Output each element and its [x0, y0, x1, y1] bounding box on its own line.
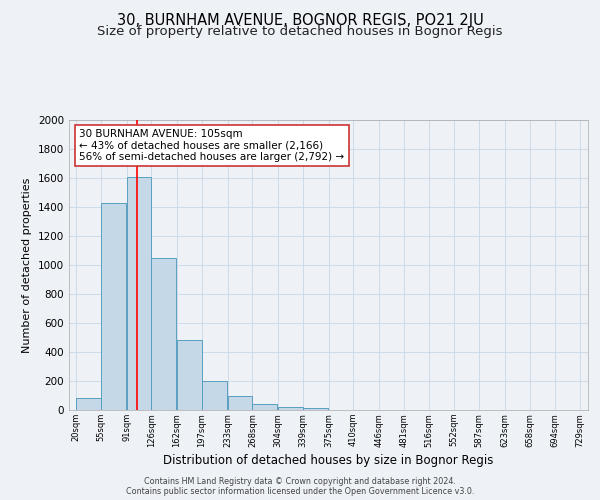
Bar [127, 176, 151, 410]
Bar [303, 408, 328, 410]
Bar [278, 407, 303, 410]
Y-axis label: Number of detached properties: Number of detached properties [22, 178, 32, 352]
Bar [253, 404, 277, 410]
Text: Size of property relative to detached houses in Bognor Regis: Size of property relative to detached ho… [97, 25, 503, 38]
Bar [177, 340, 202, 410]
X-axis label: Distribution of detached houses by size in Bognor Regis: Distribution of detached houses by size … [163, 454, 494, 466]
Text: 30 BURNHAM AVENUE: 105sqm
← 43% of detached houses are smaller (2,166)
56% of se: 30 BURNHAM AVENUE: 105sqm ← 43% of detac… [79, 128, 344, 162]
Bar [227, 396, 253, 410]
Text: 30, BURNHAM AVENUE, BOGNOR REGIS, PO21 2JU: 30, BURNHAM AVENUE, BOGNOR REGIS, PO21 2… [116, 12, 484, 28]
Bar [202, 381, 227, 410]
Bar [76, 398, 101, 410]
Bar [151, 258, 176, 410]
Bar [101, 202, 126, 410]
Text: Contains HM Land Registry data © Crown copyright and database right 2024.: Contains HM Land Registry data © Crown c… [144, 476, 456, 486]
Text: Contains public sector information licensed under the Open Government Licence v3: Contains public sector information licen… [126, 486, 474, 496]
